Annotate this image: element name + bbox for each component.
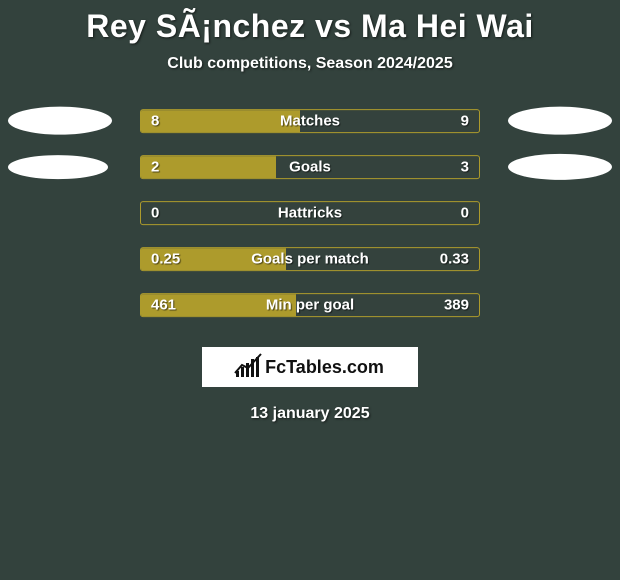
player-left-ellipse xyxy=(8,107,112,135)
stat-bar: 2 Goals 3 xyxy=(140,155,480,179)
stat-row: 461 Min per goal 389 xyxy=(0,285,620,331)
stat-bar: 461 Min per goal 389 xyxy=(140,293,480,317)
stat-left-value: 8 xyxy=(151,113,159,130)
stat-category-label: Goals xyxy=(289,159,331,176)
stat-right-value: 9 xyxy=(461,113,469,130)
stat-bar: 0.25 Goals per match 0.33 xyxy=(140,247,480,271)
stat-category-label: Goals per match xyxy=(251,251,369,268)
subtitle: Club competitions, Season 2024/2025 xyxy=(0,55,620,73)
date-text: 13 january 2025 xyxy=(0,405,620,423)
logo-text: FcTables.com xyxy=(265,357,384,378)
stat-left-value: 2 xyxy=(151,159,159,176)
stat-right-value: 0.33 xyxy=(440,251,469,268)
stat-left-value: 0.25 xyxy=(151,251,180,268)
stat-bar: 0 Hattricks 0 xyxy=(140,201,480,225)
stat-bar-left-fill xyxy=(141,110,300,132)
stat-category-label: Matches xyxy=(280,113,340,130)
stat-row: 0.25 Goals per match 0.33 xyxy=(0,239,620,285)
stat-left-value: 461 xyxy=(151,297,176,314)
stat-row: 0 Hattricks 0 xyxy=(0,193,620,239)
player-right-ellipse xyxy=(508,107,612,135)
stat-right-value: 3 xyxy=(461,159,469,176)
stat-category-label: Min per goal xyxy=(266,297,354,314)
player-right-ellipse xyxy=(508,154,612,180)
logo-line-icon xyxy=(234,353,262,375)
stat-bar: 8 Matches 9 xyxy=(140,109,480,133)
stat-row: 2 Goals 3 xyxy=(0,147,620,193)
page-title: Rey SÃ¡nchez vs Ma Hei Wai xyxy=(0,0,620,45)
player-left-ellipse xyxy=(8,155,108,179)
stat-bar-left-fill xyxy=(141,156,276,178)
stat-category-label: Hattricks xyxy=(278,205,342,222)
stat-row: 8 Matches 9 xyxy=(0,101,620,147)
stat-right-value: 0 xyxy=(461,205,469,222)
stat-right-value: 389 xyxy=(444,297,469,314)
fctables-logo: FcTables.com xyxy=(202,347,418,387)
stat-left-value: 0 xyxy=(151,205,159,222)
comparison-chart: 8 Matches 9 2 Goals 3 0 Hattricks 0 0.25 Goals per… xyxy=(0,101,620,331)
